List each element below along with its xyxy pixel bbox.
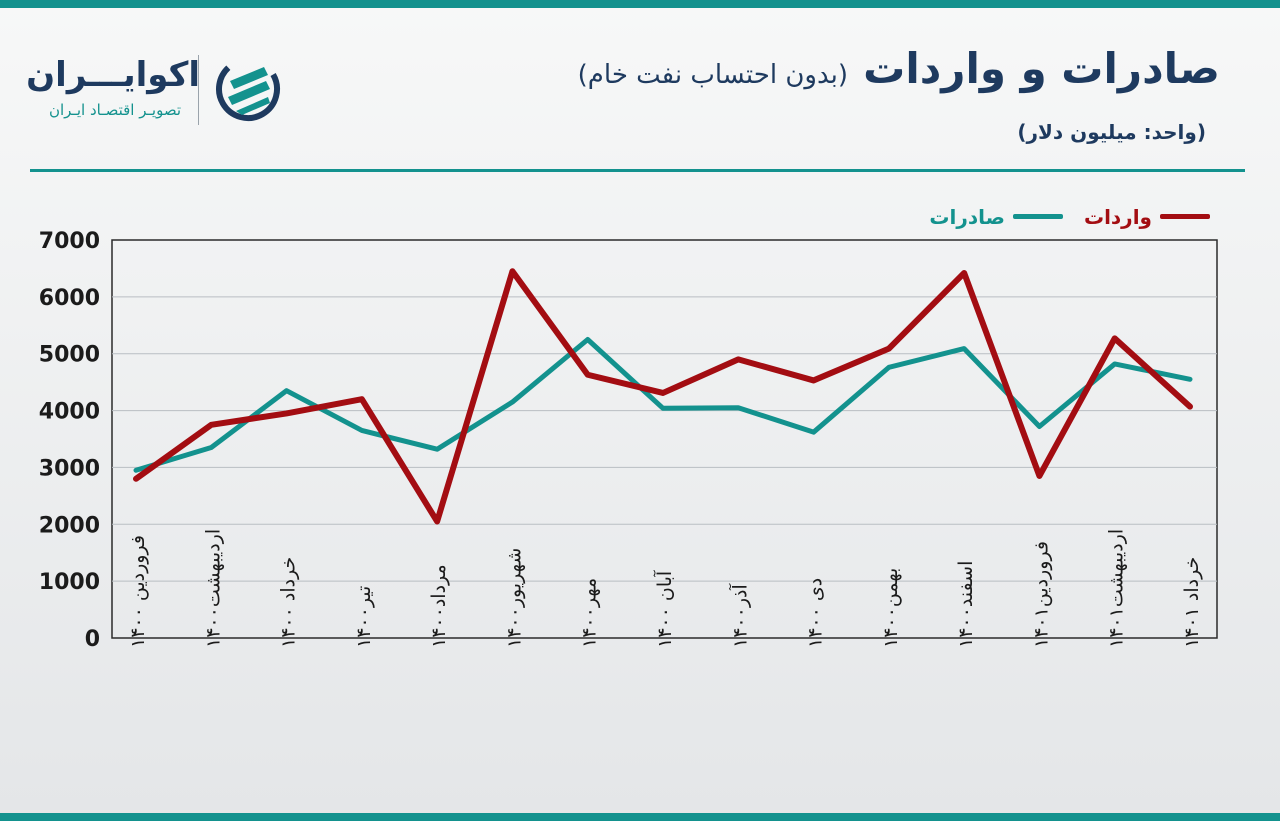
legend-swatch-exports xyxy=(1013,214,1063,219)
x-tick-label: مرداد۱۴۰۰ xyxy=(428,564,450,648)
legend-label-exports: صادرات xyxy=(929,204,1005,229)
x-tick-label: مهر۱۴۰۰ xyxy=(579,578,601,648)
legend-swatch-imports xyxy=(1160,214,1210,219)
ekoiran-logo-icon xyxy=(216,57,280,121)
brand-name: اکوایـــران xyxy=(26,55,200,95)
x-tick-label: شهریور۱۴۰۰ xyxy=(503,548,525,648)
y-tick-label: 2000 xyxy=(39,513,100,538)
unit-label: (واحد: میلیون دلار) xyxy=(1017,120,1206,144)
chart-subtitle: (بدون احتساب نفت خام) xyxy=(577,60,849,90)
chart-title: صادرات و واردات xyxy=(863,44,1220,93)
y-tick-label: 6000 xyxy=(39,286,100,311)
x-tick-label: آذر۱۴۰۰ xyxy=(727,584,751,648)
y-tick-label: 7000 xyxy=(39,229,100,254)
brand-tagline: تصویـر اقتصـاد ایـران xyxy=(48,101,182,119)
x-tick-label: اسفند۱۴۰۰ xyxy=(955,561,977,648)
top-accent-bar xyxy=(0,0,1280,8)
legend-label-imports: واردات xyxy=(1083,204,1152,229)
brand-logo-block: اکوایـــران تصویـر اقتصـاد ایـران xyxy=(26,55,290,130)
x-tick-label: اردیبهشت۱۴۰۰ xyxy=(202,529,224,648)
brand-divider xyxy=(198,55,199,125)
plot-frame xyxy=(111,239,1218,639)
y-tick-label: 4000 xyxy=(39,400,100,425)
x-tick-label: فروردین ۱۴۰۰ xyxy=(127,535,149,648)
legend-item-imports: واردات xyxy=(1084,205,1210,229)
y-tick-label: 3000 xyxy=(39,456,100,481)
chart-title-block: صادرات و واردات (بدون احتساب نفت خام) xyxy=(578,44,1220,93)
x-tick-label: خرداد ۱۴۰۱ xyxy=(1181,557,1203,648)
y-tick-label: 1000 xyxy=(39,570,100,595)
bottom-accent-bar xyxy=(0,813,1280,821)
chart-legend: واردات صادرات xyxy=(915,200,1210,229)
y-tick-label: 5000 xyxy=(39,343,100,368)
x-tick-label: آبان ۱۴۰۰ xyxy=(652,570,676,648)
x-tick-label: بهمن۱۴۰۰ xyxy=(880,568,902,648)
header-divider xyxy=(30,169,1245,172)
legend-item-exports: صادرات xyxy=(929,205,1063,229)
y-tick-label: 0 xyxy=(85,627,100,652)
x-tick-label: خرداد ۱۴۰۰ xyxy=(278,557,300,648)
x-tick-label: فروردین۱۴۰۱ xyxy=(1030,541,1052,648)
x-tick-label: دی ۱۴۰۰ xyxy=(805,578,827,648)
x-tick-label: اردیبهشت۱۴۰۱ xyxy=(1106,529,1128,648)
x-tick-label: تیر۱۴۰۰ xyxy=(353,586,375,648)
